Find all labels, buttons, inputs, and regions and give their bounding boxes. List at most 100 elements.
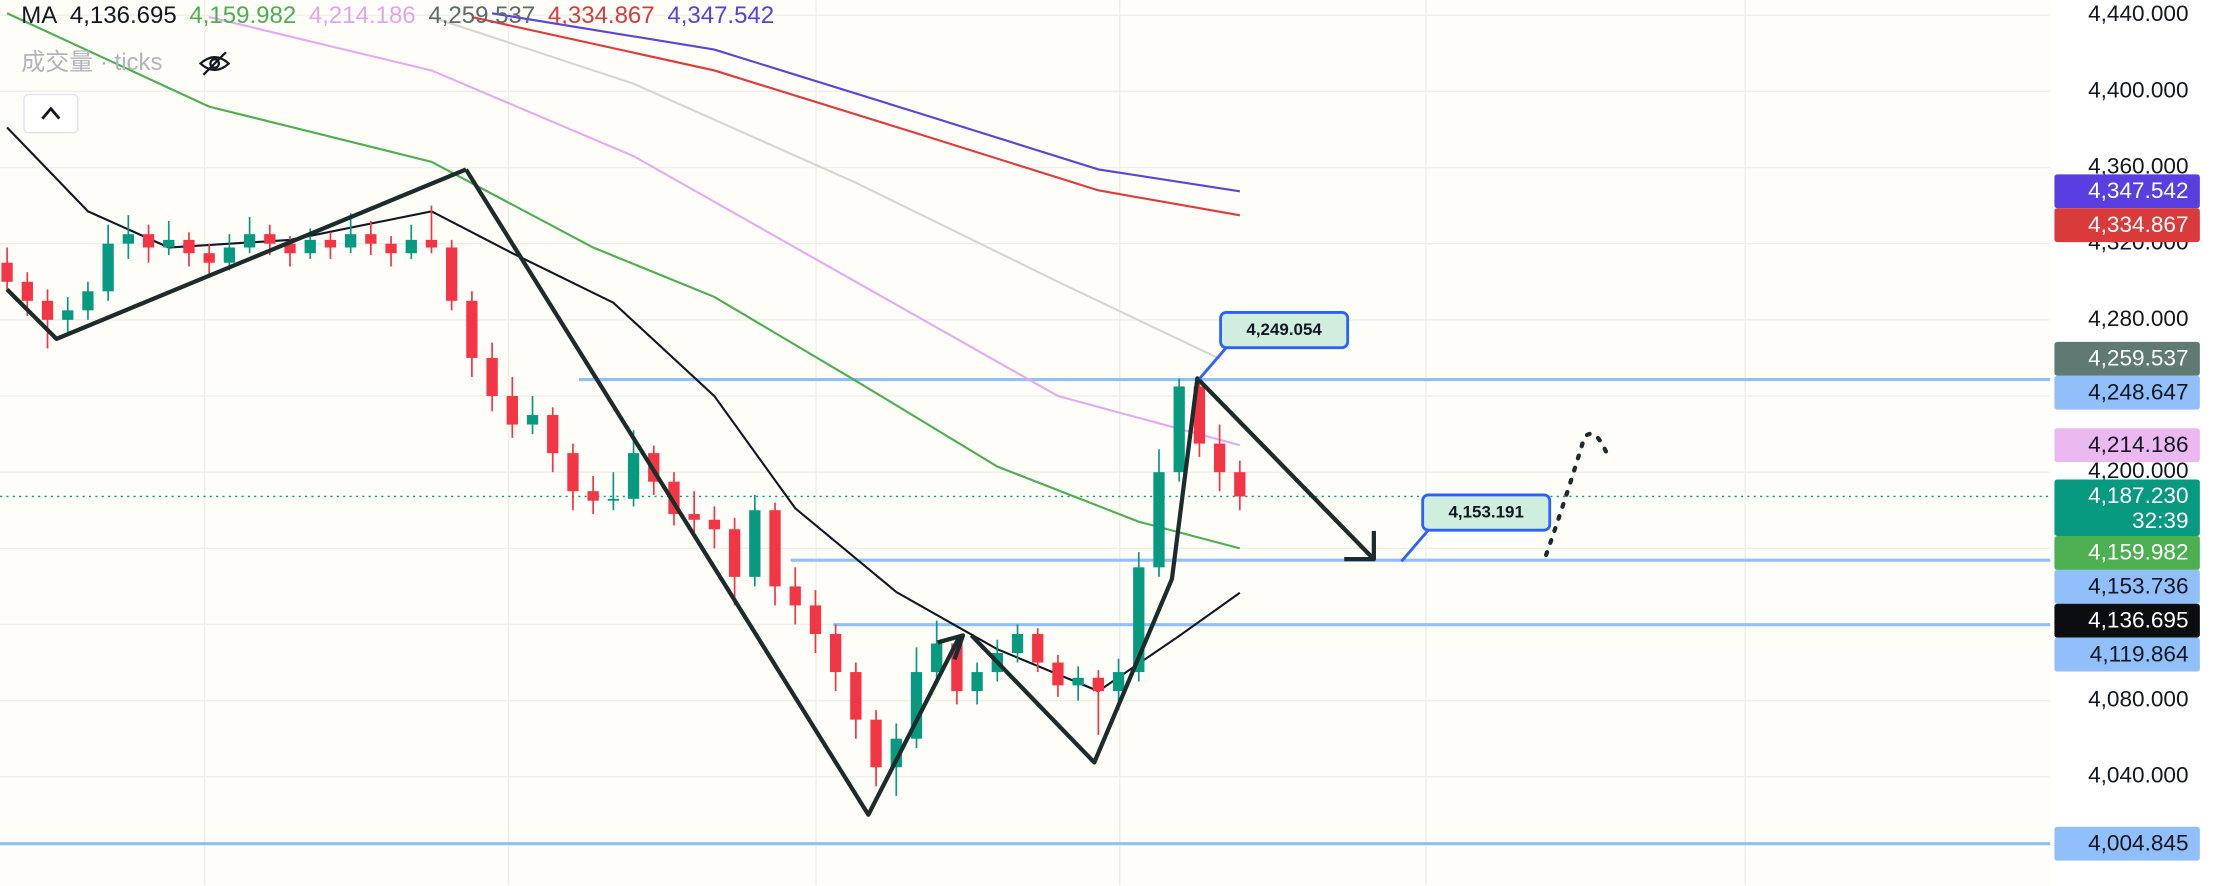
- price-tag: [2054, 174, 2200, 209]
- price-tag: [2054, 536, 2200, 570]
- candle-body: [910, 672, 923, 739]
- candle-body: [21, 281, 33, 301]
- legend-value: 4,214.186: [309, 2, 416, 29]
- callout-label: 4,153.191: [1449, 503, 1524, 522]
- candle-body: [102, 243, 114, 292]
- candle-body: [951, 643, 963, 692]
- candle-body: [830, 633, 842, 673]
- chevron: [41, 106, 61, 120]
- candle-body: [1011, 633, 1024, 654]
- price-tag: [2054, 603, 2200, 638]
- price-tag-label: 4,248.647: [2088, 379, 2188, 404]
- candle-body: [284, 243, 296, 254]
- projection: [1543, 431, 1612, 558]
- legend-value: 4,259.537: [428, 2, 535, 29]
- candle-body: [365, 234, 377, 244]
- candle-body: [547, 415, 559, 454]
- ma-line: [491, 12, 1241, 193]
- y-tick-label: 4,400.000: [2088, 77, 2188, 102]
- candle-body: [344, 234, 357, 248]
- candle-body: [1092, 677, 1105, 692]
- price-tag-label: 4,004.845: [2088, 830, 2188, 855]
- plot-area: [0, 0, 2050, 886]
- ma-line: [6, 12, 1241, 550]
- callout-box: [1421, 493, 1552, 532]
- price-tag-label: 4,136.695: [2088, 607, 2188, 632]
- legend-value: 4,347.542: [667, 2, 774, 29]
- price-tags: 4,347.542 4,334.867 4,259.537 4,248.647 4,21…: [2054, 174, 2200, 861]
- trend-line: [5, 167, 467, 341]
- candle-body: [931, 643, 943, 673]
- callout-box: [1219, 310, 1350, 350]
- candle-body: [1173, 386, 1185, 473]
- candle-body: [708, 519, 721, 530]
- candle-body: [1213, 443, 1226, 473]
- trend-line: [969, 376, 1374, 765]
- price-tag: [2054, 208, 2200, 243]
- ma-line: [208, 16, 1241, 447]
- price-tag-label: 4,119.864: [2090, 641, 2189, 666]
- price-tag-label: 4,159.982: [2088, 540, 2188, 565]
- candle-body: [1133, 567, 1145, 673]
- candle-body: [749, 510, 761, 577]
- candle-body: [1234, 472, 1246, 497]
- candle-body: [324, 239, 337, 248]
- candle-body: [446, 247, 458, 301]
- y-tick-label: 4,080.000: [2088, 687, 2188, 712]
- callouts: 4,249.054 4,153.191: [1198, 310, 1552, 563]
- arrow-head: [936, 633, 966, 661]
- candle-body: [163, 239, 175, 248]
- candle-body: [466, 300, 478, 358]
- candle-body: [1072, 677, 1084, 686]
- candle-body: [486, 357, 498, 397]
- price-tag-label: 4,259.537: [2088, 345, 2188, 370]
- legend-value: 4,136.695: [70, 2, 177, 29]
- collapse-button[interactable]: [23, 93, 79, 134]
- candle-body: [587, 491, 599, 501]
- candle-body: [142, 234, 155, 248]
- trend-line: [464, 168, 963, 817]
- price-tag: [2054, 341, 2200, 376]
- candle-body: [627, 453, 640, 499]
- price-tag-label: 4,214.186: [2088, 432, 2188, 457]
- candle-body: [1193, 386, 1206, 444]
- y-tick-label: 4,040.000: [2088, 763, 2188, 788]
- arrow-head: [1344, 530, 1376, 562]
- candle-body: [809, 605, 822, 634]
- candle-body: [405, 239, 417, 254]
- candle-body: [41, 300, 54, 320]
- candle-body: [425, 239, 438, 248]
- callout-label: 4,249.054: [1246, 320, 1322, 339]
- callout-pointer: [1198, 346, 1228, 380]
- candle-body: [607, 498, 620, 501]
- candle-body: [1, 262, 13, 282]
- legend-value: 4,334.867: [548, 2, 655, 29]
- pupil: [209, 58, 221, 69]
- price-tag: [2054, 375, 2200, 410]
- ma-line: [471, 16, 1241, 217]
- candle-body: [1112, 672, 1125, 692]
- levels: [0, 377, 2051, 846]
- candle-body: [567, 453, 579, 492]
- price-tag-label: 4,347.542: [2088, 178, 2188, 203]
- price-tag-label: 4,187.230: [2088, 483, 2188, 508]
- hide-icon[interactable]: [198, 51, 231, 76]
- price-tag: [2054, 479, 2200, 537]
- candle-body: [789, 586, 801, 606]
- candle-body: [62, 310, 74, 320]
- candle-body: [183, 239, 195, 254]
- price-tag-label: 4,334.867: [2088, 212, 2188, 237]
- volume-label: 成交量 · ticks: [21, 49, 162, 76]
- candle-body: [82, 291, 94, 311]
- y-tick-label: 4,280.000: [2088, 306, 2188, 331]
- ma-line: [431, 16, 1221, 360]
- candle-body: [243, 234, 256, 248]
- candle-body: [890, 738, 902, 768]
- legend-title: MA: [21, 2, 57, 29]
- price-tag: [2054, 637, 2200, 672]
- candle-body: [304, 239, 316, 254]
- candle-body: [769, 510, 781, 587]
- candle-body: [728, 529, 741, 577]
- price-tag: [2054, 826, 2200, 861]
